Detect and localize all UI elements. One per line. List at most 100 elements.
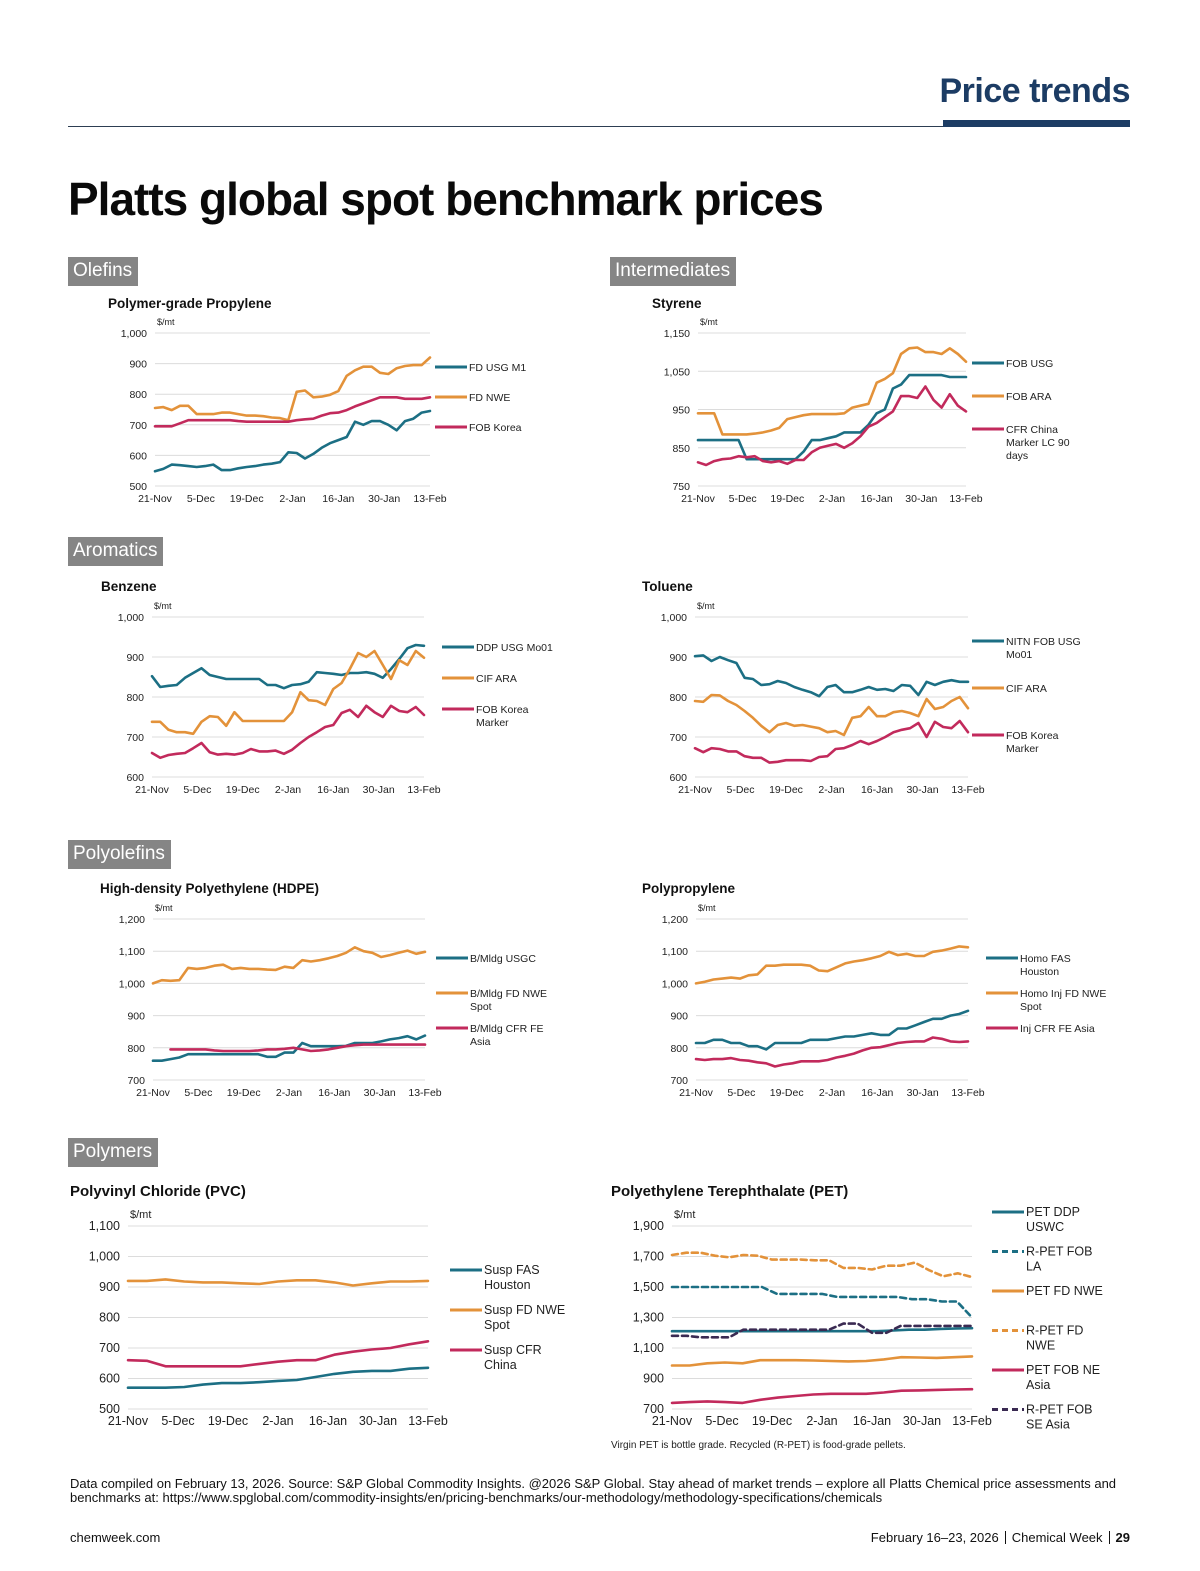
legend-label: Susp FD NWE <box>484 1303 565 1317</box>
y-tick-label: 900 <box>669 652 687 664</box>
footer-divider <box>1004 1531 1006 1544</box>
chart-title: Toluene <box>642 579 693 594</box>
y-unit-label: $/mt <box>698 903 716 913</box>
series-line-r-pet-fob-se-asia <box>670 1322 974 1339</box>
y-tick-label: 1,500 <box>633 1280 664 1294</box>
legend-label: CFR China <box>1006 424 1058 436</box>
x-tick-label: 5-Dec <box>187 493 215 505</box>
x-tick-label: 16-Jan <box>853 1414 891 1428</box>
y-tick-label: 750 <box>672 481 690 493</box>
tag-polyolefins: Polyolefins <box>68 840 171 869</box>
site-url[interactable]: chemweek.com <box>70 1530 161 1545</box>
header-rule <box>68 126 1130 127</box>
y-tick-label: 1,050 <box>664 366 690 378</box>
legend-label: Mo01 <box>1006 649 1032 661</box>
x-tick-label: 30-Jan <box>907 1087 939 1099</box>
x-tick-label: 13-Feb <box>951 784 984 796</box>
x-tick-label: 13-Feb <box>408 1087 441 1099</box>
y-tick-label: 1,100 <box>633 1341 664 1355</box>
legend-label: PET FD NWE <box>1026 1284 1103 1298</box>
series-line-susp-fas-houston <box>126 1366 430 1389</box>
legend-label: LA <box>1026 1260 1042 1274</box>
y-tick-label: 1,150 <box>664 328 690 340</box>
y-tick-label: 900 <box>126 652 144 664</box>
series-line-b-mldg-usgc <box>151 1034 427 1062</box>
x-tick-label: 30-Jan <box>905 493 937 505</box>
chart-svg: $/mt 700 800 900 1,000 1,100 1,200 21-Nov 5-Dec 1… <box>662 903 1107 1099</box>
chart-svg: $/mt 500 600 700 800 900 1,000 1,100 21-Nov 5-Dec… <box>89 1209 566 1428</box>
series-line-b-mldg-cfr-fe-asia <box>169 1043 427 1053</box>
chart-propylene: Polymer-grade Propylene $/mt 500 600 700 800 9… <box>100 296 620 556</box>
legend-label: FD USG M1 <box>469 362 526 374</box>
y-unit-label: $/mt <box>154 601 172 611</box>
y-tick-label: 600 <box>126 772 144 784</box>
y-unit-label: $/mt <box>674 1209 695 1221</box>
chart-svg: $/mt 700 900 1,100 1,300 1,500 1,700 1,900 21-No… <box>633 1205 1103 1432</box>
x-tick-label: 30-Jan <box>363 784 395 796</box>
y-tick-label: 800 <box>127 1043 145 1055</box>
y-tick-label: 1,000 <box>121 328 147 340</box>
legend-label: PET DDP <box>1026 1205 1080 1219</box>
legend-label: R-PET FD <box>1026 1324 1083 1338</box>
x-tick-label: 30-Jan <box>359 1414 397 1428</box>
legend-label: NITN FOB USG <box>1006 636 1081 648</box>
y-tick-label: 900 <box>643 1372 664 1386</box>
series-line-nitn-fob-usg-mo01 <box>693 654 970 698</box>
publication-name: Chemical Week <box>1011 1530 1103 1545</box>
y-tick-label: 500 <box>99 1402 120 1416</box>
y-tick-label: 1,300 <box>633 1311 664 1325</box>
y-tick-label: 700 <box>127 1075 145 1087</box>
x-tick-label: 19-Dec <box>230 493 264 505</box>
x-tick-label: 13-Feb <box>949 493 982 505</box>
y-tick-label: 900 <box>99 1280 120 1294</box>
y-tick-label: 600 <box>129 450 147 462</box>
x-tick-label: 21-Nov <box>136 1087 171 1099</box>
source-footnote: Data compiled on February 13, 2026. Sour… <box>70 1476 1117 1505</box>
x-tick-label: 21-Nov <box>679 1087 714 1099</box>
x-tick-label: 2-Jan <box>279 493 305 505</box>
chart-title: High-density Polyethylene (HDPE) <box>100 881 320 896</box>
y-unit-label: $/mt <box>697 601 715 611</box>
issue-date: February 16–23, 2026 <box>870 1530 999 1545</box>
chart-styrene: Styrene $/mt 750 850 950 1,050 1,150 21-Nov 5-De… <box>640 296 1160 556</box>
y-tick-label: 700 <box>670 1075 688 1087</box>
x-tick-label: 21-Nov <box>138 493 173 505</box>
x-tick-label: 5-Dec <box>161 1414 194 1428</box>
x-tick-label: 16-Jan <box>861 784 893 796</box>
x-tick-label: 5-Dec <box>726 784 754 796</box>
chart-pvc: Polyvinyl Chloride (PVC) $/mt 500 600 700 800… <box>60 1183 580 1443</box>
series-line-b-mldg-fd-nwe-spot <box>151 946 427 985</box>
legend-label: Spot <box>470 1001 492 1013</box>
x-tick-label: 13-Feb <box>408 1414 448 1428</box>
series-line-fob-korea <box>153 396 432 428</box>
chart-title: Styrene <box>652 296 702 311</box>
footer-divider <box>1108 1531 1110 1544</box>
x-tick-label: 5-Dec <box>184 1087 212 1099</box>
y-tick-label: 1,000 <box>118 612 144 624</box>
x-tick-label: 21-Nov <box>678 784 713 796</box>
legend-label: Marker <box>1006 743 1039 755</box>
legend-label: Spot <box>1020 1001 1042 1013</box>
y-tick-label: 1,200 <box>119 914 145 926</box>
x-tick-label: 2-Jan <box>806 1414 837 1428</box>
legend-label: FOB Korea <box>476 704 529 716</box>
x-tick-label: 16-Jan <box>318 1087 350 1099</box>
chart-title: Polypropylene <box>642 881 736 896</box>
page-title: Platts global spot benchmark prices <box>68 173 824 225</box>
legend-label: FD NWE <box>469 392 510 404</box>
legend-label: days <box>1006 450 1028 462</box>
pet-note: Virgin PET is bottle grade. Recycled (R-… <box>611 1440 906 1451</box>
series-line-pet-fd-nwe <box>670 1355 974 1367</box>
x-tick-label: 21-Nov <box>135 784 170 796</box>
x-tick-label: 30-Jan <box>368 493 400 505</box>
legend-label: Susp CFR <box>484 1343 542 1357</box>
legend-label: SE Asia <box>1026 1418 1070 1432</box>
series-line-r-pet-fd-nwe <box>670 1251 974 1279</box>
x-tick-label: 2-Jan <box>262 1414 293 1428</box>
x-tick-label: 13-Feb <box>407 784 440 796</box>
x-tick-label: 2-Jan <box>276 1087 302 1099</box>
legend-label: FOB USG <box>1006 358 1053 370</box>
legend-label: Houston <box>484 1278 531 1292</box>
series-line-homo-inj-fd-nwe-spot <box>694 945 970 985</box>
x-tick-label: 5-Dec <box>729 493 757 505</box>
